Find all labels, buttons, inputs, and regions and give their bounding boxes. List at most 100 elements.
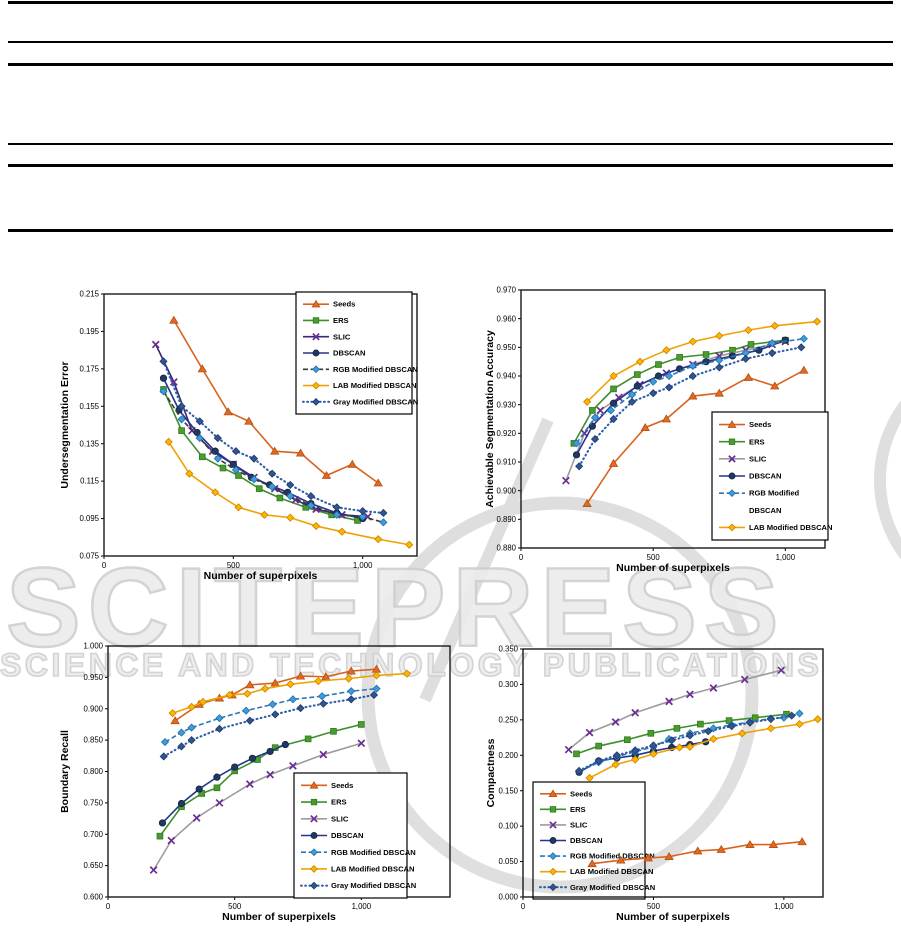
svg-text:SLIC: SLIC: [331, 814, 349, 823]
svg-text:500: 500: [227, 561, 241, 570]
svg-text:0.800: 0.800: [83, 767, 103, 776]
svg-text:0.880: 0.880: [496, 544, 516, 553]
svg-text:0.250: 0.250: [498, 715, 518, 724]
svg-text:LAB Modified DBSCAN: LAB Modified DBSCAN: [749, 523, 833, 532]
svg-text:RGB Modified: RGB Modified: [749, 489, 800, 498]
svg-text:ERS: ERS: [333, 316, 349, 325]
y-axis: 0.880 0.890 0.900 0.910 0.920 0.930 0.940 0.950…: [496, 286, 521, 553]
svg-text:0.970: 0.970: [496, 286, 516, 295]
chart-canvas-boundary-recall: 0.600 0.650 0.700 0.750 0.800 0.850 0.900 0.950…: [59, 642, 451, 923]
svg-text:0.850: 0.850: [83, 736, 103, 745]
x-axis: 0 500 1,000: [519, 548, 796, 562]
svg-text:1,000: 1,000: [352, 902, 372, 911]
chart-undersegmentation-error: 0.075 0.095 0.115 0.135 0.155 0.175 0.195 0.215…: [55, 278, 420, 593]
svg-text:0.175: 0.175: [79, 364, 99, 373]
svg-text:0.150: 0.150: [498, 786, 518, 795]
svg-text:Seeds: Seeds: [333, 300, 355, 309]
x-axis-title: Number of superpixels: [204, 570, 318, 582]
svg-text:DBSCAN: DBSCAN: [749, 472, 782, 481]
svg-text:500: 500: [647, 553, 661, 562]
y-axis-title: Boundary Recall: [59, 730, 71, 813]
svg-text:LAB Modified DBSCAN: LAB Modified DBSCAN: [570, 867, 654, 876]
svg-text:0.050: 0.050: [498, 857, 518, 866]
y-axis-title: Undersegmentation Error: [59, 361, 71, 488]
svg-text:DBSCAN: DBSCAN: [570, 836, 603, 845]
svg-text:ERS: ERS: [749, 437, 765, 446]
svg-text:0.195: 0.195: [79, 327, 99, 336]
svg-text:0.900: 0.900: [83, 704, 103, 713]
svg-text:0.950: 0.950: [496, 343, 516, 352]
series-lab-modified-dbscan: [164, 437, 414, 549]
svg-text:DBSCAN: DBSCAN: [749, 506, 782, 515]
svg-text:1,000: 1,000: [353, 561, 373, 570]
svg-text:0.095: 0.095: [79, 514, 99, 523]
chart-canvas-achievable-segmentation-accuracy: 0.880 0.890 0.900 0.910 0.920 0.930 0.940 0.950…: [484, 286, 833, 574]
y-axis: 0.000 0.050 0.100 0.150 0.200 0.250 0.300 0.350: [498, 645, 523, 902]
svg-text:0: 0: [519, 553, 524, 562]
x-axis-title: Number of superpixels: [616, 562, 730, 574]
svg-text:RGB Modified DBSCAN: RGB Modified DBSCAN: [333, 365, 418, 374]
x-axis-title: Number of superpixels: [616, 911, 730, 923]
series-gray-modified-dbscan: [159, 357, 388, 518]
svg-text:0.950: 0.950: [83, 673, 103, 682]
svg-text:Seeds: Seeds: [570, 789, 592, 798]
svg-text:DBSCAN: DBSCAN: [333, 349, 366, 358]
svg-text:0.910: 0.910: [496, 458, 516, 467]
svg-text:0.000: 0.000: [498, 893, 518, 902]
svg-text:DBSCAN: DBSCAN: [331, 831, 364, 840]
svg-text:0.350: 0.350: [498, 645, 518, 654]
series-gray-modified-dbscan: [575, 343, 806, 471]
legend: Seeds ERS SLIC DBSCAN RGB Modified DBSCAN LAB…: [293, 772, 416, 899]
table-rule: [8, 63, 893, 66]
svg-text:Gray Modified DBSCAN: Gray Modified DBSCAN: [331, 881, 416, 890]
svg-text:0.700: 0.700: [83, 830, 103, 839]
svg-text:ERS: ERS: [570, 805, 586, 814]
x-axis: 0 500 1,000: [102, 556, 373, 570]
svg-text:0.215: 0.215: [79, 290, 99, 299]
series-dbscan: [158, 740, 289, 827]
chart-boundary-recall: 0.600 0.650 0.700 0.750 0.800 0.850 0.900 0.950…: [55, 618, 455, 939]
svg-text:0.940: 0.940: [496, 372, 516, 381]
svg-text:ERS: ERS: [331, 798, 347, 807]
x-axis: 0 500 1,000: [106, 897, 372, 911]
svg-text:0.075: 0.075: [79, 552, 99, 561]
table-rule: [8, 41, 893, 43]
svg-text:0.960: 0.960: [496, 314, 516, 323]
svg-text:0.155: 0.155: [79, 402, 99, 411]
series-slic: [149, 739, 366, 874]
table-rule: [8, 143, 893, 145]
svg-text:RGB Modified DBSCAN: RGB Modified DBSCAN: [331, 848, 416, 857]
chart-compactness: 0.000 0.050 0.100 0.150 0.200 0.250 0.300 0.350…: [480, 618, 901, 939]
svg-text:Seeds: Seeds: [749, 420, 771, 429]
svg-text:500: 500: [228, 902, 242, 911]
legend: Seeds ERS SLIC DBSCAN RGB Modified DBSCAN LAB…: [532, 781, 655, 900]
y-axis: 0.075 0.095 0.115 0.135 0.155 0.175 0.195 0.215: [79, 290, 104, 561]
svg-text:0.115: 0.115: [80, 477, 100, 486]
chart-canvas-compactness: 0.000 0.050 0.100 0.150 0.200 0.250 0.300 0.350…: [485, 645, 824, 923]
svg-text:SLIC: SLIC: [749, 454, 767, 463]
svg-text:Seeds: Seeds: [331, 781, 353, 790]
svg-text:0.930: 0.930: [496, 400, 516, 409]
series-rgb-modified-dbscan: [572, 334, 808, 448]
svg-text:0: 0: [106, 902, 111, 911]
svg-text:1,000: 1,000: [774, 902, 794, 911]
series-seeds: [169, 315, 383, 487]
svg-text:Gray Modified DBSCAN: Gray Modified DBSCAN: [333, 397, 418, 406]
series-ers: [573, 710, 790, 758]
series-rgb-modified-dbscan: [160, 684, 381, 747]
table-rule: [8, 229, 893, 232]
x-axis-title: Number of superpixels: [222, 911, 336, 923]
y-axis: 0.600 0.650 0.700 0.750 0.800 0.850 0.900 0.950…: [83, 642, 108, 902]
svg-text:RGB Modified DBSCAN: RGB Modified DBSCAN: [570, 852, 655, 861]
svg-text:0.200: 0.200: [498, 751, 518, 760]
svg-text:0.300: 0.300: [498, 680, 518, 689]
table-rule: [8, 164, 893, 167]
svg-text:0.100: 0.100: [498, 822, 518, 831]
svg-text:0.600: 0.600: [83, 893, 103, 902]
svg-text:0: 0: [102, 561, 107, 570]
svg-text:500: 500: [647, 902, 661, 911]
legend: Seeds ERS SLIC DBSCAN RGB Modified DBSCAN LAB …: [711, 411, 833, 541]
svg-text:0.890: 0.890: [496, 515, 516, 524]
svg-text:SLIC: SLIC: [333, 332, 351, 341]
